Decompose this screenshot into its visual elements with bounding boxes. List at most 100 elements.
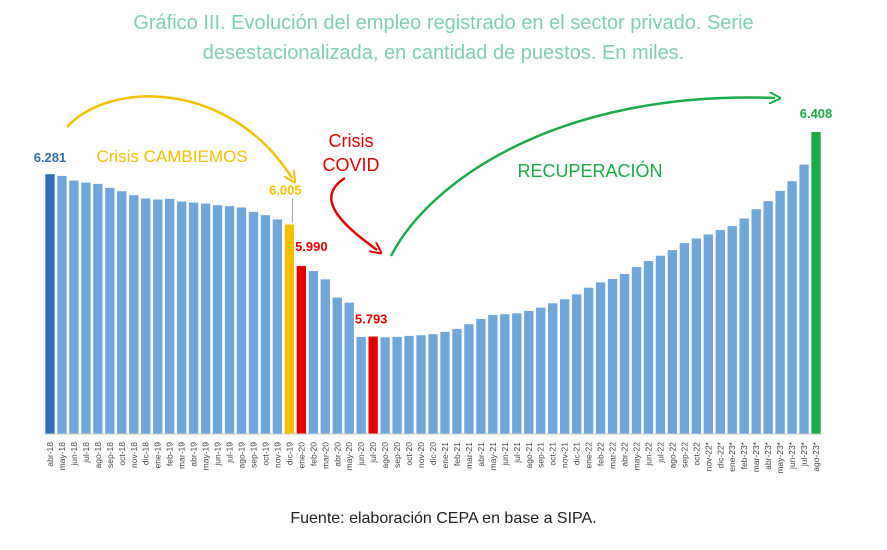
x-tick-label-may-19: may-19 <box>201 442 211 471</box>
x-tick-label-nov-18: nov-18 <box>129 442 139 468</box>
x-tick-labels: abr-18 may-18 jun-18 jul-18 ago-18 sep-18 oct-… <box>45 441 821 473</box>
bar-ene-21 <box>440 331 450 434</box>
bar-jul-19 <box>224 206 235 434</box>
x-tick-label-ene-19: ene-19 <box>153 442 163 469</box>
x-tick-label-ago-22: ago-22 <box>667 442 677 469</box>
data-label-cambiemos: 6.005 <box>269 182 302 197</box>
bar-feb-23* <box>739 218 749 434</box>
x-tick-label-ene-22: ene-22 <box>584 442 594 469</box>
x-tick-label-abr-21: abr-21 <box>476 442 486 467</box>
bar-ago-22 <box>667 250 678 434</box>
bar-abr-22 <box>619 274 630 434</box>
x-tick-label-ene-23*: ene-23* <box>727 441 737 471</box>
x-tick-label-nov-20: nov-20 <box>416 442 426 468</box>
covid-arrow <box>330 176 377 250</box>
bar-sep-19 <box>248 211 259 434</box>
bar-mar-23* <box>751 209 761 434</box>
bar-ene-22 <box>583 287 594 434</box>
bar-feb-20 <box>308 271 318 434</box>
bar-sep-20 <box>392 336 402 434</box>
x-tick-label-jun-23*: jun-23* <box>787 441 797 470</box>
bar-may-23* <box>775 190 785 434</box>
x-tick-label-mar-20: mar-20 <box>320 442 330 469</box>
x-tick-label-ene-21: ene-21 <box>440 442 450 469</box>
x-tick-label-sep-18: sep-18 <box>105 442 115 468</box>
x-tick-label-dic-18: dic-18 <box>141 442 151 465</box>
x-tick-label-oct-20: oct-20 <box>404 442 414 466</box>
x-tick-label-mar-22: mar-22 <box>608 442 618 469</box>
bar-oct-21 <box>548 303 558 434</box>
x-tick-label-dic-20: dic-20 <box>428 442 438 465</box>
x-tick-label-feb-21: feb-21 <box>452 442 462 466</box>
bar-sep-21 <box>536 307 546 434</box>
bar-oct-18 <box>117 191 127 434</box>
x-tick-label-jun-18: jun-18 <box>69 442 79 467</box>
data-label-end: 6.408 <box>800 106 833 121</box>
bar-dic-21 <box>571 294 582 434</box>
bar-may-21 <box>488 314 498 434</box>
x-tick-label-nov-21: nov-21 <box>560 442 570 468</box>
x-tick-label-ago-18: ago-18 <box>93 442 103 469</box>
bar-ago-18 <box>93 183 103 434</box>
x-tick-label-ago-20: ago-20 <box>380 442 390 469</box>
x-tick-label-nov-22*: nov-22* <box>703 441 713 471</box>
x-tick-label-mar-23*: mar-23* <box>751 441 761 472</box>
bar-dic-19 <box>284 224 295 434</box>
bar-jul-22 <box>655 255 666 434</box>
bar-mar-20 <box>320 279 330 434</box>
bar-mar-21 <box>464 324 474 434</box>
x-tick-label-abr-18: abr-18 <box>45 442 55 467</box>
bar-jun-19 <box>212 205 223 434</box>
x-tick-label-oct-19: oct-19 <box>260 442 270 466</box>
x-tick-label-jun-20: jun-20 <box>356 442 366 467</box>
x-tick-label-feb-23*: feb-23* <box>739 441 749 469</box>
x-tick-label-may-22: may-22 <box>631 442 641 471</box>
x-tick-label-may-20: may-20 <box>344 442 354 471</box>
bar-abr-21 <box>476 318 486 434</box>
bar-ago-19 <box>236 207 247 434</box>
x-tick-label-jul-19: jul-19 <box>225 442 235 464</box>
bar-may-20 <box>344 302 354 434</box>
bar-abr-23* <box>763 201 773 434</box>
bar-abr-18 <box>45 174 55 435</box>
bar-nov-20 <box>416 335 426 434</box>
x-tick-label-ago-23*: ago-23* <box>811 441 821 471</box>
bar-dic-22* <box>715 230 725 434</box>
bar-nov-18 <box>129 195 139 434</box>
bar-oct-20 <box>404 335 414 434</box>
x-tick-label-ago-19: ago-19 <box>236 442 246 469</box>
x-tick-label-abr-20: abr-20 <box>332 442 342 467</box>
x-tick-label-may-18: may-18 <box>57 442 67 471</box>
x-tick-label-nov-19: nov-19 <box>272 442 282 468</box>
chart-title-line-1: Gráfico III. Evolución del empleo regist… <box>133 12 754 34</box>
x-tick-label-oct-21: oct-21 <box>548 442 558 466</box>
x-tick-label-dic-19: dic-19 <box>284 442 294 465</box>
bar-nov-22* <box>703 234 713 434</box>
x-tick-label-abr-22: abr-22 <box>620 442 630 467</box>
cambiemos-annotation: Crisis CAMBIEMOS <box>96 147 247 166</box>
chart-title: Gráfico III. Evolución del empleo regist… <box>40 8 847 68</box>
x-tick-label-jul-21: jul-21 <box>512 442 522 464</box>
x-tick-label-dic-21: dic-21 <box>572 442 582 465</box>
x-tick-label-dic-22*: dic-22* <box>715 441 725 468</box>
bar-jul-20 <box>368 336 378 434</box>
bar-feb-21 <box>452 328 462 434</box>
x-tick-label-ene-20: ene-20 <box>296 442 306 469</box>
source-note: Fuente: elaboración CEPA en base a SIPA. <box>290 510 597 527</box>
x-tick-label-jul-20: jul-20 <box>368 442 378 464</box>
bar-ago-21 <box>524 310 534 434</box>
bar-nov-19 <box>272 219 283 434</box>
bar-nov-21 <box>559 299 570 434</box>
bar-jun-20 <box>356 336 366 434</box>
bar-ago-23* <box>811 131 821 435</box>
x-tick-label-feb-22: feb-22 <box>596 442 606 466</box>
x-tick-label-oct-22: oct-22 <box>691 442 701 466</box>
bar-ene-23* <box>727 226 737 434</box>
data-label-covid_pre: 5.990 <box>295 239 328 254</box>
x-tick-label-may-21: may-21 <box>488 442 498 471</box>
bar-jun-18 <box>69 180 79 434</box>
bar-sep-22 <box>679 243 690 434</box>
cambiemos-arrow <box>66 95 292 178</box>
data-label-covid_low: 5.793 <box>355 312 388 327</box>
